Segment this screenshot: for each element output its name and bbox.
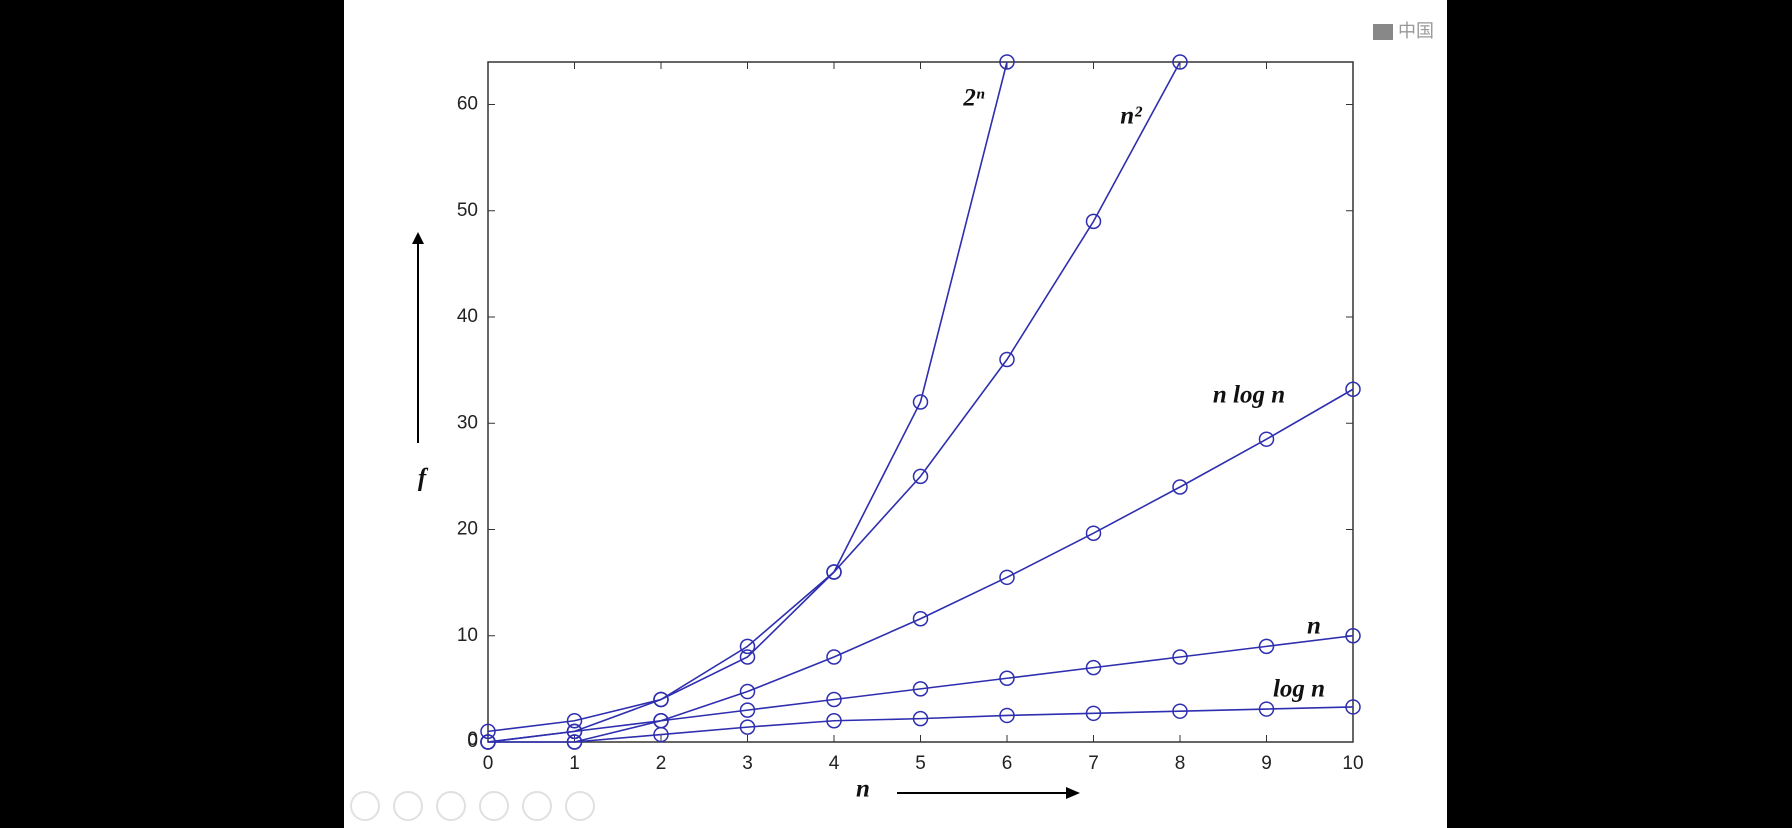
data-point <box>912 468 929 485</box>
series-label: n log n <box>1213 382 1285 409</box>
data-point <box>1258 431 1275 447</box>
data-point <box>912 611 929 627</box>
control-button[interactable] <box>565 791 595 821</box>
control-button[interactable] <box>393 791 423 821</box>
data-point <box>1345 699 1361 715</box>
y-tick-label: 10 <box>457 625 478 646</box>
control-button[interactable] <box>479 791 509 821</box>
x-arrow-head <box>1066 787 1080 799</box>
series-line <box>487 61 1181 743</box>
series-label: 2ⁿ <box>962 85 985 112</box>
data-point <box>826 649 842 665</box>
data-point <box>1172 54 1188 70</box>
data-point <box>999 569 1015 586</box>
y-tick-label: 40 <box>457 306 478 327</box>
y-tick-label: 50 <box>457 200 478 221</box>
data-point <box>739 649 756 665</box>
data-point <box>999 54 1015 70</box>
watermark-icon <box>1373 24 1393 40</box>
data-point <box>1258 638 1275 655</box>
player-controls <box>350 791 595 821</box>
data-point <box>999 707 1015 724</box>
data-point <box>999 670 1015 686</box>
data-point <box>653 691 669 708</box>
x-tick-label: 2 <box>656 753 667 774</box>
data-point <box>739 702 756 718</box>
data-point <box>1172 479 1188 495</box>
data-point <box>653 726 669 743</box>
y-axis-label: f <box>418 465 429 492</box>
y-tick-label: 20 <box>457 519 478 540</box>
data-point <box>1172 649 1188 665</box>
x-axis-label: n <box>856 776 870 803</box>
y-tick-label-origin: 0 <box>467 729 478 750</box>
x-tick-label: 8 <box>1175 753 1186 774</box>
data-point <box>826 713 842 729</box>
series-label: n <box>1307 613 1321 640</box>
data-point <box>826 691 842 708</box>
data-point <box>1172 703 1188 719</box>
data-point <box>999 351 1015 368</box>
y-arrow-head <box>412 232 424 244</box>
data-point <box>1085 659 1102 676</box>
x-tick-label: 0 <box>483 753 494 774</box>
data-point <box>1345 381 1361 397</box>
data-point <box>1085 213 1102 230</box>
data-point <box>739 683 756 700</box>
x-tick-label: 10 <box>1342 753 1363 774</box>
slide <box>344 0 1447 828</box>
series-label: log n <box>1273 676 1325 703</box>
series-line <box>574 706 1354 743</box>
x-tick-label: 7 <box>1088 753 1099 774</box>
y-tick-label: 60 <box>457 94 478 115</box>
data-point <box>739 719 756 735</box>
control-button[interactable] <box>436 791 466 821</box>
series-line <box>487 634 1354 743</box>
x-tick-label: 1 <box>569 753 580 774</box>
control-button[interactable] <box>522 791 552 821</box>
data-point <box>480 723 496 740</box>
x-tick-label: 4 <box>829 753 840 774</box>
x-tick-label: 3 <box>742 753 753 774</box>
data-point <box>826 564 842 580</box>
x-tick-label: 5 <box>915 753 926 774</box>
data-point <box>1345 628 1361 644</box>
data-point <box>739 638 756 655</box>
data-point <box>1085 525 1102 541</box>
control-button[interactable] <box>350 791 380 821</box>
data-point <box>912 681 929 697</box>
data-point <box>480 734 496 750</box>
data-point <box>912 710 929 727</box>
x-tick-label: 6 <box>1002 753 1013 774</box>
series-line <box>487 61 1008 733</box>
watermark-text: 中国 <box>1398 21 1434 41</box>
data-point <box>566 723 583 740</box>
data-point <box>1085 705 1102 722</box>
data-point <box>566 713 583 729</box>
series-line <box>488 388 1354 743</box>
series-label: n² <box>1120 103 1142 130</box>
data-point <box>912 394 929 410</box>
data-point <box>566 734 583 750</box>
watermark: 中国 <box>1373 21 1434 41</box>
y-tick-label: 30 <box>457 412 478 433</box>
y-tick-label: 0 <box>467 731 478 752</box>
data-point <box>1258 701 1275 717</box>
x-tick-label: 9 <box>1261 753 1272 774</box>
